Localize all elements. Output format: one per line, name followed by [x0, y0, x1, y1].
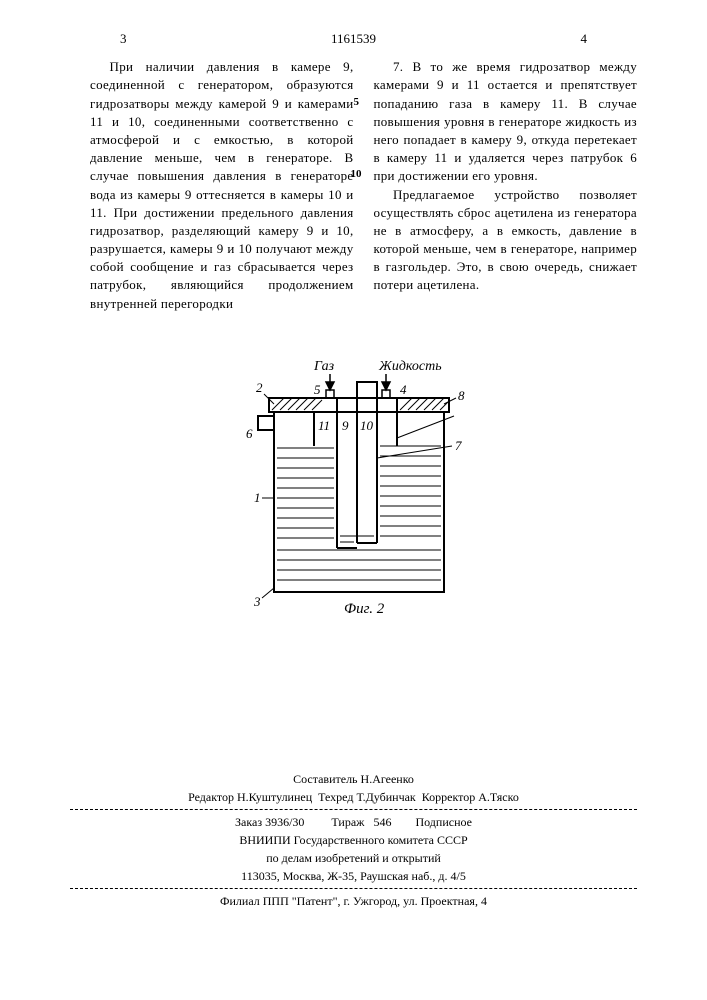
fig-n8: 8: [458, 388, 465, 403]
fig-n6: 6: [246, 426, 253, 441]
fig-n5: 5: [314, 382, 321, 397]
imprint-addr: 113035, Москва, Ж-35, Раушская наб., д. …: [70, 867, 637, 885]
imprint-compiler: Составитель Н.Агеенко: [70, 770, 637, 788]
line-marker-10: 10: [351, 167, 362, 182]
column-right: 7. В то же время гидрозатвор между камер…: [374, 58, 638, 313]
fig-n10: 10: [360, 418, 374, 433]
document-id: 1161539: [331, 30, 376, 48]
imprint-org1: ВНИИПИ Государственного комитета СССР: [70, 831, 637, 849]
fig-n4: 4: [400, 382, 407, 397]
imprint-block: Составитель Н.Агеенко Редактор Н.Куштули…: [70, 770, 637, 910]
col-right-p1: 7. В то же время гидрозатвор между камер…: [374, 58, 638, 185]
fig-n7: 7: [455, 438, 462, 453]
imprint-order: Заказ 3936/30 Тираж 546 Подписное: [70, 813, 637, 831]
fig-caption: Фиг. 2: [344, 601, 385, 617]
col-right-p2: Предлагаемое устройство позволяет осущес…: [374, 186, 638, 295]
imprint-staff: Редактор Н.Куштулинец Техред Т.Дубинчак …: [70, 788, 637, 806]
fig-label-gas: Газ: [313, 359, 335, 374]
fig-label-liquid: Жидкость: [378, 359, 442, 374]
imprint-org2: по делам изобретений и открытий: [70, 849, 637, 867]
line-marker-5: 5: [354, 95, 360, 110]
fig-n11: 11: [318, 418, 330, 433]
fig-n1: 1: [254, 490, 261, 505]
fig-n3: 3: [253, 594, 261, 609]
column-left: При наличии давления в камере 9, соедине…: [90, 58, 354, 313]
page-num-right: 4: [581, 30, 588, 48]
figure-2: Газ Жидкость 1 2 3 4 5 6 7 8 9 10 11 Фиг…: [0, 338, 707, 618]
fig-n9: 9: [342, 418, 349, 433]
fig-n2: 2: [256, 380, 263, 395]
col-left-text: При наличии давления в камере 9, соедине…: [90, 58, 354, 313]
imprint-branch: Филиал ППП "Патент", г. Ужгород, ул. Про…: [70, 892, 637, 910]
page-num-left: 3: [120, 30, 127, 48]
